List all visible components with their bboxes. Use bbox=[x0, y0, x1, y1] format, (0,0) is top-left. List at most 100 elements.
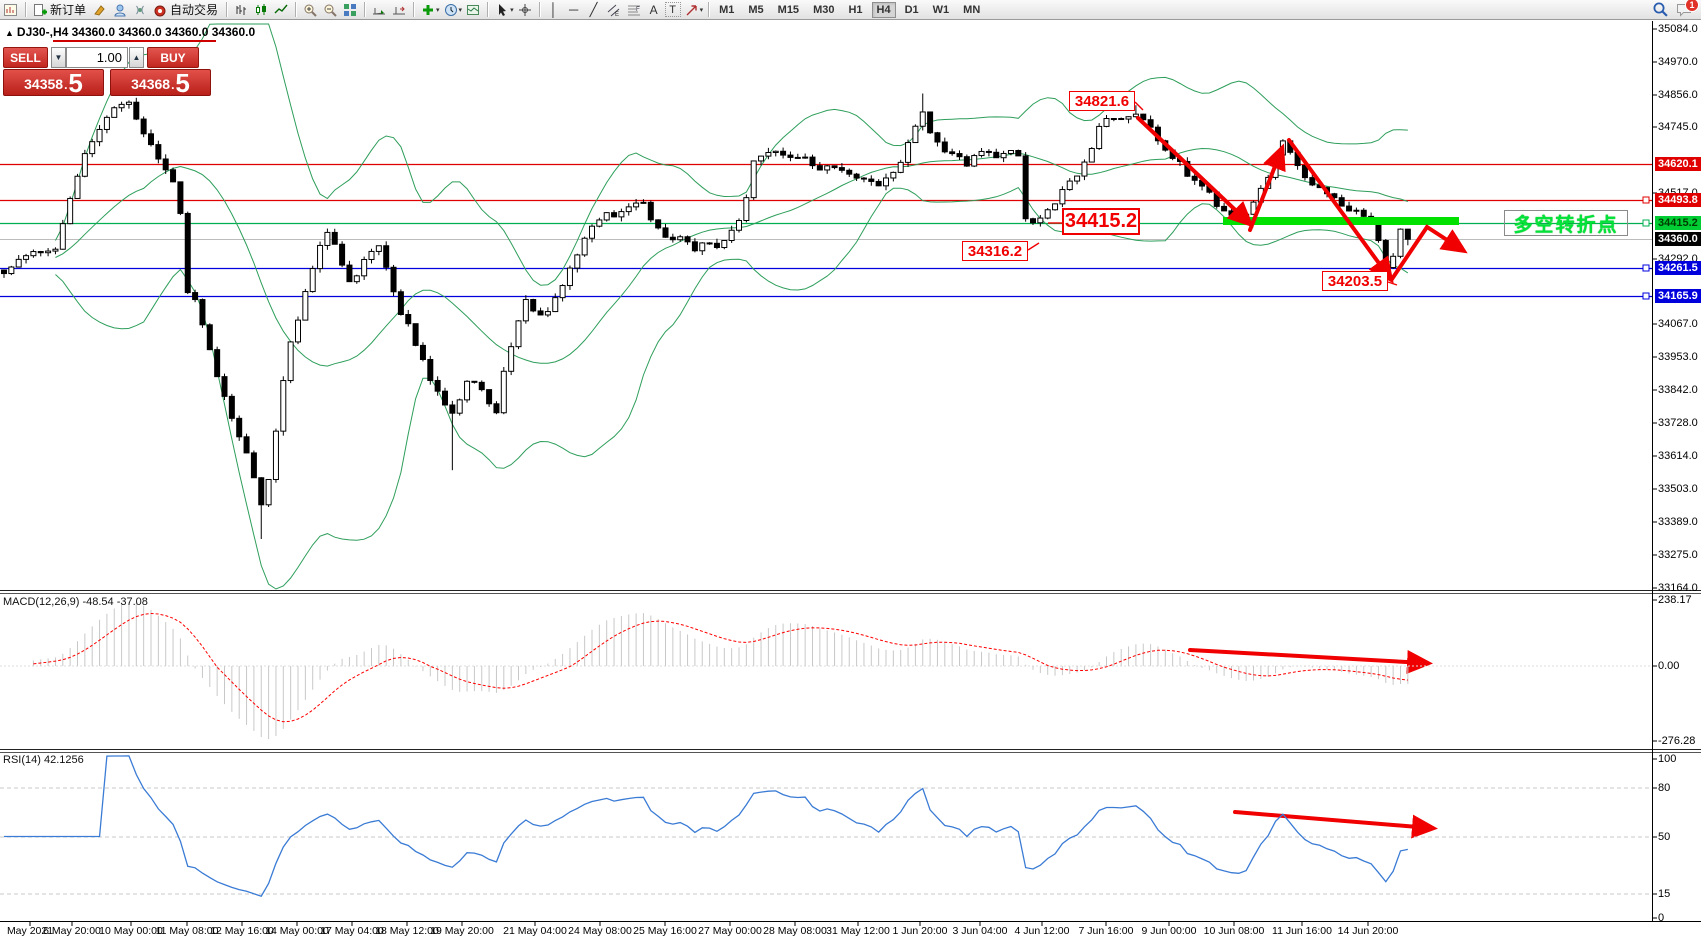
volume-input[interactable]: 1.00 bbox=[66, 47, 128, 68]
rsi-line bbox=[4, 755, 1408, 897]
cursor-tool-button[interactable]: ▾ bbox=[493, 2, 514, 18]
text-label-tool-icon[interactable]: T bbox=[664, 2, 681, 17]
hline-handle[interactable] bbox=[1642, 292, 1650, 300]
time-tick: 31 May 12:00 bbox=[826, 925, 890, 937]
hline-handle[interactable] bbox=[1642, 219, 1650, 227]
buy-price[interactable]: 34368. 5 bbox=[110, 69, 211, 96]
price-annotation-34821.6[interactable]: 34821.6 bbox=[1069, 91, 1135, 111]
trendline-tool-icon[interactable]: ╱ bbox=[589, 2, 598, 17]
chevron-down-icon: ▾ bbox=[458, 6, 463, 14]
price-tick: 33842.0 bbox=[1658, 384, 1698, 396]
horizontal-line-tool-icon[interactable]: ─ bbox=[568, 2, 579, 17]
quote-line: ▲ DJ30-,H4 34360.0 34360.0 34360.0 34360.… bbox=[5, 25, 256, 39]
periods-button[interactable]: ▾ bbox=[442, 2, 463, 18]
timeframe-M30[interactable]: M30 bbox=[813, 3, 835, 16]
chat-icon[interactable]: 1 bbox=[1675, 0, 1699, 18]
separator bbox=[25, 2, 26, 17]
clock-icon bbox=[442, 2, 460, 18]
price-annotation-34203.5[interactable]: 34203.5 bbox=[1322, 271, 1388, 291]
time-tick: 11 Jun 16:00 bbox=[1272, 925, 1332, 937]
vertical-line-tool-icon[interactable]: │ bbox=[549, 2, 558, 17]
time-tick: 18 May 12:00 bbox=[375, 925, 439, 937]
auto-trading-button[interactable]: 自动交易 bbox=[151, 1, 221, 18]
layer-annotations bbox=[1027, 101, 1468, 839]
auto-scroll-icon[interactable] bbox=[370, 2, 388, 18]
cursor-icon bbox=[493, 2, 511, 18]
rsi-tick: 100 bbox=[1658, 753, 1677, 765]
cleanup-icon[interactable] bbox=[91, 2, 109, 18]
timeframe-D1[interactable]: D1 bbox=[904, 3, 919, 16]
timeframe-M1[interactable]: M1 bbox=[719, 3, 735, 16]
rsi-tick: 50 bbox=[1658, 831, 1671, 843]
fibonacci-tool-icon[interactable]: F bbox=[625, 2, 643, 18]
sell-price[interactable]: 34358. 5 bbox=[3, 69, 104, 96]
sell-button[interactable]: SELL bbox=[3, 47, 48, 68]
symbol-marker-icon: ▲ bbox=[5, 28, 14, 38]
auto-trading-icon bbox=[151, 2, 169, 18]
chart-shift-icon[interactable] bbox=[390, 2, 408, 18]
macd-tick: -276.28 bbox=[1658, 735, 1696, 747]
time-tick: 9 Jun 00:00 bbox=[1141, 925, 1197, 937]
time-tick: 11 May 08:00 bbox=[155, 925, 219, 937]
time-tick: 14 May 00:00 bbox=[265, 925, 329, 937]
time-tick: 6 May 20:00 bbox=[43, 925, 101, 937]
layer-support-bar bbox=[1223, 217, 1459, 225]
signals-icon[interactable] bbox=[131, 2, 149, 18]
timeframe-M15[interactable]: M15 bbox=[777, 3, 800, 16]
hline-handle[interactable] bbox=[1642, 264, 1650, 272]
shapes-tool-button[interactable]: ▾ bbox=[683, 2, 704, 18]
zoom-out-icon[interactable] bbox=[321, 2, 339, 18]
trend-arrow bbox=[1136, 116, 1254, 228]
layer-macd bbox=[0, 602, 1652, 739]
svg-text:F: F bbox=[636, 7, 640, 13]
volume-down-button[interactable]: ▼ bbox=[51, 47, 66, 68]
template-icon[interactable] bbox=[464, 2, 482, 18]
text-tool-icon[interactable]: A bbox=[649, 2, 658, 17]
separator bbox=[364, 2, 366, 17]
price-tick: 33503.0 bbox=[1658, 483, 1698, 495]
macd-tick: 238.17 bbox=[1658, 594, 1692, 606]
price-line-label: 34415.2 bbox=[1655, 216, 1701, 230]
search-icon[interactable] bbox=[1651, 2, 1669, 18]
volume-up-button[interactable]: ▲ bbox=[129, 47, 144, 68]
price-tick: 33164.0 bbox=[1658, 582, 1698, 594]
timeframe-H4[interactable]: H4 bbox=[871, 1, 896, 18]
timeframe-H1[interactable]: H1 bbox=[848, 3, 863, 16]
hline-handle[interactable] bbox=[1642, 196, 1650, 204]
rsi-label: RSI(14) 42.1256 bbox=[3, 754, 84, 766]
trend-arrow bbox=[1233, 810, 1438, 839]
candlestick-style-icon[interactable] bbox=[252, 2, 270, 18]
timeframe-W1[interactable]: W1 bbox=[932, 3, 950, 16]
expert-advisor-icon[interactable] bbox=[111, 2, 129, 18]
timeframe-M5[interactable]: M5 bbox=[748, 3, 764, 16]
bar-chart-style-icon[interactable] bbox=[232, 2, 250, 18]
price-tick: 33275.0 bbox=[1658, 549, 1698, 561]
tile-windows-icon[interactable] bbox=[341, 2, 359, 18]
indicators-button[interactable]: ▾ bbox=[419, 2, 440, 18]
price-line-label: 34493.8 bbox=[1655, 193, 1701, 207]
trend-arrow bbox=[1390, 224, 1468, 281]
price-annotation-34316.2[interactable]: 34316.2 bbox=[962, 241, 1028, 261]
turning-point-annotation[interactable]: 多空转折点 bbox=[1504, 210, 1628, 236]
price-tick: 34067.0 bbox=[1658, 318, 1698, 330]
time-tick: 4 Jun 12:00 bbox=[1014, 925, 1070, 937]
time-tick: 1 Jun 20:00 bbox=[892, 925, 948, 937]
crosshair-tool-icon[interactable] bbox=[516, 2, 534, 18]
new-order-icon bbox=[31, 2, 49, 18]
price-tick: 33389.0 bbox=[1658, 516, 1698, 528]
notification-badge: 1 bbox=[1685, 0, 1699, 12]
buy-button[interactable]: BUY bbox=[147, 47, 199, 68]
price-annotation-34415.2[interactable]: 34415.2 bbox=[1062, 208, 1140, 235]
new-order-button[interactable]: 新订单 bbox=[31, 1, 89, 18]
line-chart-style-icon[interactable] bbox=[272, 2, 290, 18]
chart-window-icon[interactable] bbox=[2, 2, 20, 18]
channel-tool-icon[interactable]: E bbox=[605, 2, 623, 18]
timeframe-MN[interactable]: MN bbox=[963, 3, 981, 16]
chevron-down-icon: ▾ bbox=[699, 6, 704, 14]
one-click-trading-panel: SELL ▼ 1.00 ▲ BUY 34358. 5 34368. 5 bbox=[0, 45, 214, 97]
rsi-tick: 0 bbox=[1658, 912, 1665, 924]
price-line-label: 34620.1 bbox=[1655, 157, 1701, 171]
zoom-in-icon[interactable] bbox=[301, 2, 319, 18]
layer-candles bbox=[1, 93, 1411, 540]
